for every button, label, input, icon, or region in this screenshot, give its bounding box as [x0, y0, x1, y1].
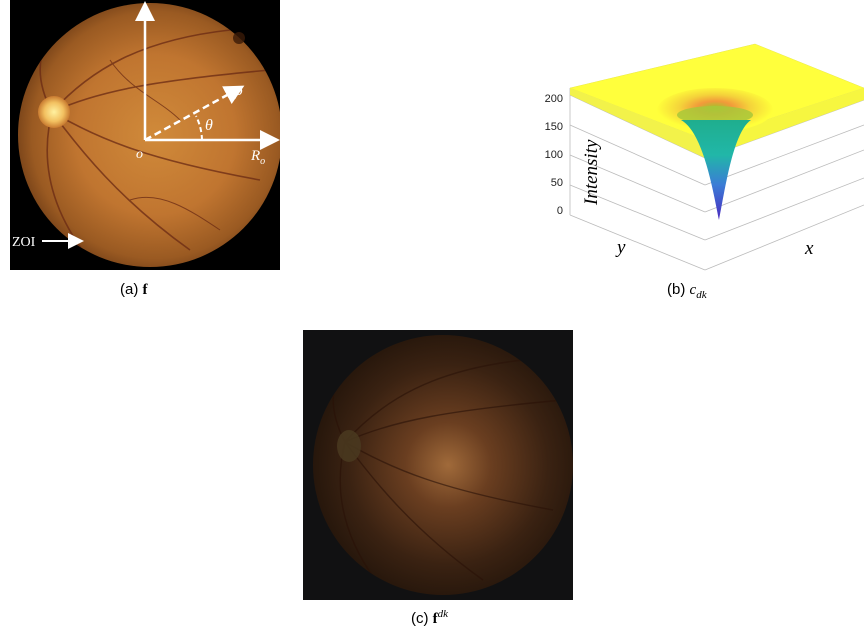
origin-label: o: [136, 147, 143, 162]
z-tick: 0: [557, 205, 563, 217]
z-axis-label: Intensity: [581, 139, 602, 206]
caption-b: (b) cdk: [667, 281, 707, 301]
fundus-image-a: ρ θ o Ro ZOI: [10, 0, 282, 270]
caption-c-superscript: dk: [437, 608, 449, 620]
optic-disc-a: [38, 96, 70, 128]
fundus-image-c: [303, 330, 573, 600]
y-axis-label: y: [615, 237, 626, 258]
z-tick: 150: [545, 121, 563, 133]
rho-label: ρ: [234, 82, 243, 99]
rho-dashed-arrow: [144, 85, 245, 142]
z-tick: 50: [551, 177, 563, 189]
z-tick: 200: [545, 93, 563, 105]
caption-a: (a) f: [120, 281, 148, 299]
caption-b-prefix: (b): [667, 281, 686, 298]
caption-c-prefix: (c): [411, 610, 429, 627]
optic-disc-c: [337, 430, 361, 462]
x-axis-label: x: [804, 238, 814, 259]
surface-funnel: [681, 120, 751, 220]
theta-arc: [195, 115, 203, 141]
caption-a-prefix: (a): [120, 281, 139, 298]
caption-b-subscript: dk: [696, 289, 707, 301]
caption-c-symbol: f: [432, 611, 438, 627]
panel-c-fundus-image: [303, 330, 573, 600]
surface-front-edge-right: [705, 88, 864, 158]
surface-plot-b: 200 150 100 50 0 Intensity y x: [545, 43, 864, 271]
caption-b-symbol: c: [689, 282, 697, 298]
caption-a-symbol: f: [142, 282, 148, 298]
retina-disc-a: [18, 3, 282, 267]
radius-label: Ro: [250, 148, 265, 167]
zoi-label: ZOI: [12, 235, 36, 250]
panel-b-surface-plot: 200 150 100 50 0 Intensity y x: [525, 40, 864, 280]
z-axis-ticks: 200 150 100 50 0: [545, 93, 563, 217]
z-tick: 100: [545, 149, 563, 161]
caption-c: (c) fdk: [411, 608, 448, 628]
panel-a-fundus-image: ρ θ o Ro ZOI: [10, 0, 282, 270]
theta-label: θ: [205, 117, 213, 134]
surface-front-edge-left: [570, 88, 705, 158]
retina-disc-c: [313, 335, 573, 595]
